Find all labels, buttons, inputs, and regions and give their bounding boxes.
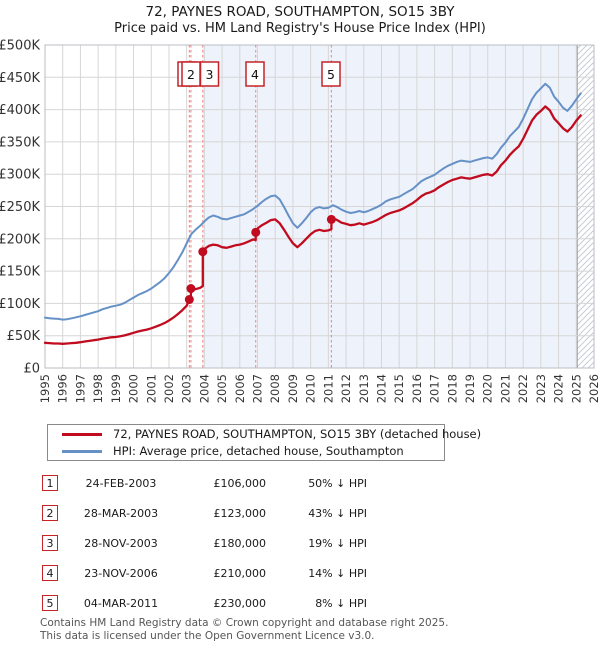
transaction-hpi-change: 8% ↓ HPI [315,596,367,610]
x-axis-label: 2005 [215,374,229,403]
table-row: 4 23-NOV-2006 £210,000 14% ↓ HPI [42,565,367,581]
x-axis-label: 2016 [410,374,424,403]
marker-number-box [321,61,341,87]
x-axis-label: 2014 [374,374,388,403]
x-axis-label: 2006 [233,374,247,403]
x-axis-label: 2023 [534,374,548,403]
x-axis-label: 2001 [144,374,158,403]
y-axis-label: £250K [0,200,40,215]
hpi-line-swatch [62,449,102,453]
x-axis-label: 2007 [251,374,265,403]
transaction-date: 04-MAR-2011 [83,596,159,610]
x-axis-label: 2015 [392,374,406,403]
transaction-hpi-change: 43% ↓ HPI [308,506,367,520]
transaction-hpi-change: 50% ↓ HPI [308,476,367,490]
x-axis-label: 2020 [481,374,495,403]
page-subtitle: Price paid vs. HM Land Registry's House … [114,21,486,36]
plot-border [44,44,595,369]
transaction-date: 24-FEB-2003 [85,476,157,490]
transaction-point [186,284,196,294]
transaction-point [251,227,261,237]
y-axis-label: £150K [0,265,40,280]
x-axis-label: 2008 [268,374,282,403]
x-axis-label: 2010 [304,374,318,403]
transaction-price: £230,000 [213,596,267,610]
y-axis-label: £0 [23,362,40,377]
legend-item-hpi: HPI: Average price, detached house, Sout… [48,444,444,458]
transaction-number-badge: 2 [42,505,58,521]
y-axis-label: £500K [0,39,40,54]
transaction-number-badge: 4 [42,565,58,581]
marker-number-box [245,61,265,87]
x-axis-label: 2025 [569,374,583,403]
footnote-line-2: This data is licensed under the Open Gov… [40,629,375,642]
x-axis-label: 2019 [463,374,477,403]
property-line-swatch [62,432,102,436]
x-axis-label: 2013 [357,374,371,403]
x-axis-label: 2024 [552,374,566,403]
transaction-price: £210,000 [213,566,267,580]
x-axis-label: 2011 [321,374,335,403]
x-axis-label: 2021 [498,374,512,403]
y-axis-label: £300K [0,168,40,183]
transaction-date: 28-NOV-2003 [84,536,158,550]
table-row: 1 24-FEB-2003 £106,000 50% ↓ HPI [42,475,367,491]
footnote-line-1: Contains HM Land Registry data © Crown c… [40,617,449,629]
transaction-number-badge: 5 [42,595,58,611]
y-axis-label: £350K [0,135,40,150]
transaction-hpi-change: 14% ↓ HPI [308,566,367,580]
y-axis-label: £400K [0,103,40,118]
license-footnote: Contains HM Land Registry data © Crown c… [40,617,448,642]
x-axis-label: 2009 [286,374,300,403]
x-axis-label: 2018 [445,374,459,403]
hpi-line [44,82,582,321]
transaction-point [184,295,194,305]
transactions-table: 1 24-FEB-2003 £106,000 50% ↓ HPI 2 28-MA… [42,475,367,625]
transaction-point [326,214,336,224]
x-axis-label: 2000 [127,374,141,403]
transaction-price: £180,000 [213,536,267,550]
chart-legend: 72, PAYNES ROAD, SOUTHAMPTON, SO15 3BY (… [47,424,481,461]
y-axis-label: £450K [0,71,40,86]
transaction-price: £106,000 [213,476,267,490]
x-axis-label: 2022 [516,374,530,403]
marker-number: 5 [327,67,335,82]
transaction-number-badge: 1 [42,475,58,491]
x-axis-label: 1995 [38,374,52,403]
transaction-date: 23-NOV-2006 [84,566,158,580]
transaction-point [198,247,208,257]
x-axis-label: 1997 [73,374,87,403]
marker-number: 4 [251,67,259,82]
x-axis-label: 1996 [56,374,70,403]
transaction-price: £123,000 [213,506,267,520]
x-axis-label: 2003 [180,374,194,403]
transaction-number-badge: 3 [42,535,58,551]
property-price-line [43,105,582,345]
marker-number-box [199,61,220,87]
legend-item-property: 72, PAYNES ROAD, SOUTHAMPTON, SO15 3BY (… [48,427,481,441]
table-row: 3 28-NOV-2003 £180,000 19% ↓ HPI [42,535,367,551]
marker-number: 3 [206,67,214,82]
x-axis-label: 2012 [339,374,353,403]
transaction-hpi-change: 19% ↓ HPI [308,536,367,550]
x-axis-label: 2002 [162,374,176,403]
legend-label-property: 72, PAYNES ROAD, SOUTHAMPTON, SO15 3BY (… [113,427,482,441]
x-axis-label: 1999 [109,374,123,403]
table-row: 5 04-MAR-2011 £230,000 8% ↓ HPI [42,595,367,611]
price-history-chart: 12345£0£50K£100K£150K£200K£250K£300K£350… [0,39,600,404]
legend-label-hpi: HPI: Average price, detached house, Sout… [113,444,404,458]
page-title: 72, PAYNES ROAD, SOUTHAMPTON, SO15 3BY [145,4,455,20]
x-axis-label: 1998 [91,374,105,403]
y-axis-label: £100K [0,297,40,312]
marker-number: 2 [187,67,195,82]
y-axis-label: £200K [0,232,40,247]
x-axis-label: 2004 [197,374,211,403]
x-axis-label: 2017 [428,374,442,403]
x-axis-label: 2026 [587,374,600,403]
y-axis-label: £50K [7,329,41,344]
transaction-date: 28-MAR-2003 [83,506,159,520]
table-row: 2 28-MAR-2003 £123,000 43% ↓ HPI [42,505,367,521]
